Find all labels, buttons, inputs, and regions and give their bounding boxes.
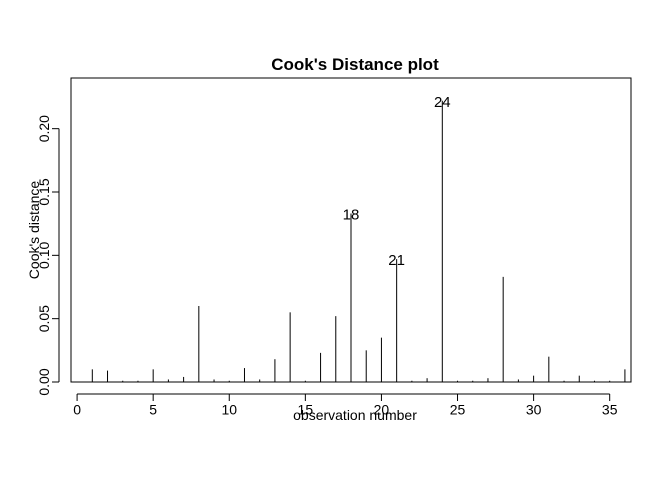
x-tick-label: 20 [374, 401, 390, 417]
x-axis-label: observation number [293, 407, 417, 423]
x-tick-label: 35 [602, 401, 618, 417]
y-tick-label: 0.05 [36, 305, 52, 332]
point-label-18: 18 [343, 207, 360, 224]
y-axis-label: Cook's distance [26, 181, 42, 280]
x-tick-label: 25 [450, 401, 466, 417]
x-axis: 0 5 10 15 20 25 30 35 [73, 393, 618, 417]
needle-series [91, 100, 626, 382]
y-tick-label: 0.20 [36, 115, 52, 142]
y-tick-label: 0.10 [36, 241, 52, 268]
x-tick-label: 10 [221, 401, 237, 417]
point-label-24: 24 [434, 94, 451, 111]
y-tick-label: 0.15 [36, 178, 52, 205]
point-label-21: 21 [388, 252, 405, 269]
chart-title: Cook's Distance plot [271, 55, 439, 74]
x-tick-label: 30 [526, 401, 542, 417]
x-tick-label: 15 [298, 401, 314, 417]
y-tick-label: 0.00 [36, 368, 52, 395]
x-tick-label: 5 [149, 401, 157, 417]
point-labels: 18 21 24 [343, 94, 451, 269]
y-axis: 0.00 0.05 0.10 0.15 0.20 [36, 115, 60, 396]
x-tick-label: 0 [73, 401, 81, 417]
